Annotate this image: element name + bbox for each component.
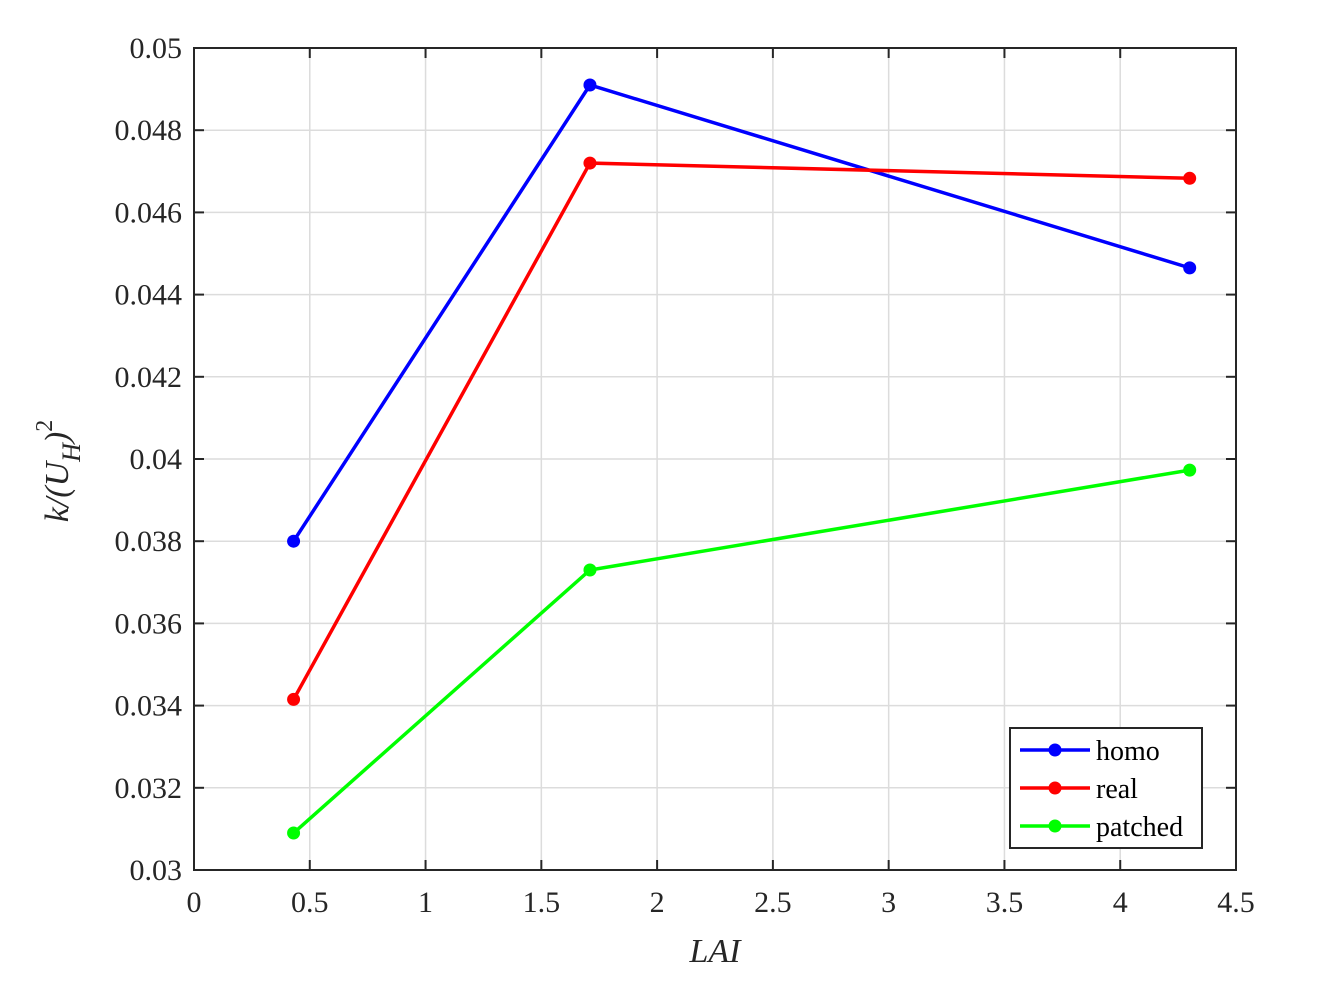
series-patched [287, 463, 1197, 840]
y-axis-title-main: k/(U [39, 459, 76, 522]
series-real [287, 156, 1197, 706]
x-tick-label: 0 [187, 886, 202, 919]
legend-entry-real: real [1020, 774, 1138, 805]
series-line-homo [292, 82, 1191, 543]
legend-label: patched [1096, 812, 1183, 843]
y-tick-label: 0.046 [115, 196, 183, 229]
legend-entry-patched: patched [1020, 812, 1183, 843]
series-line-real [292, 161, 1190, 701]
legend-label: homo [1096, 736, 1160, 767]
x-tick-label: 2 [650, 886, 665, 919]
x-tick-label: 0.5 [291, 886, 329, 919]
y-tick-label: 0.03 [130, 854, 183, 887]
x-tick-label: 3 [881, 886, 896, 919]
y-tick-label: 0.044 [115, 279, 183, 312]
y-tick-label: 0.04 [130, 443, 183, 476]
data-point-real [1183, 171, 1197, 185]
y-axis-ticks: 0.03 0.032 0.034 0.036 0.038 0.04 0.042 0.044 0.… [115, 32, 1236, 887]
x-tick-label: 4 [1113, 886, 1128, 919]
legend-entry-homo: homo [1020, 736, 1160, 767]
legend-swatch-marker [1048, 743, 1062, 757]
legend-swatch-marker [1048, 781, 1062, 795]
data-point-patched [583, 563, 597, 577]
y-tick-label: 0.038 [115, 525, 183, 558]
data-point-homo [1183, 261, 1197, 275]
x-tick-label: 3.5 [986, 886, 1024, 919]
x-tick-label: 2.5 [754, 886, 792, 919]
y-axis-title-subscript: H [57, 442, 86, 463]
series-homo [287, 78, 1197, 548]
y-axis-title-superscript: 2 [32, 420, 58, 432]
y-tick-label: 0.042 [115, 361, 183, 394]
y-axis-title-close: ) [39, 432, 76, 445]
data-point-homo [583, 78, 597, 92]
data-point-real [287, 692, 301, 706]
y-tick-label: 0.032 [115, 772, 183, 805]
y-tick-label: 0.048 [115, 114, 183, 147]
y-axis-title: k/(UH)2 [32, 420, 86, 523]
legend: homo real patched [1009, 727, 1203, 849]
x-tick-label: 1.5 [523, 886, 561, 919]
x-axis-ticks: 0 0.5 1 1.5 2 2.5 3 3.5 4 4.5 [187, 48, 1255, 919]
x-tick-label: 1 [418, 886, 433, 919]
y-tick-label: 0.05 [130, 32, 183, 65]
legend-label: real [1096, 774, 1138, 805]
x-tick-label: 4.5 [1217, 886, 1255, 919]
legend-swatch-marker [1048, 819, 1062, 833]
y-tick-label: 0.034 [115, 690, 183, 723]
y-tick-label: 0.036 [115, 607, 183, 640]
data-point-real [583, 156, 597, 170]
x-axis-title: LAI [689, 933, 743, 970]
data-point-patched [287, 826, 301, 840]
data-point-homo [287, 534, 301, 548]
data-point-patched [1183, 463, 1197, 477]
series [287, 78, 1197, 840]
